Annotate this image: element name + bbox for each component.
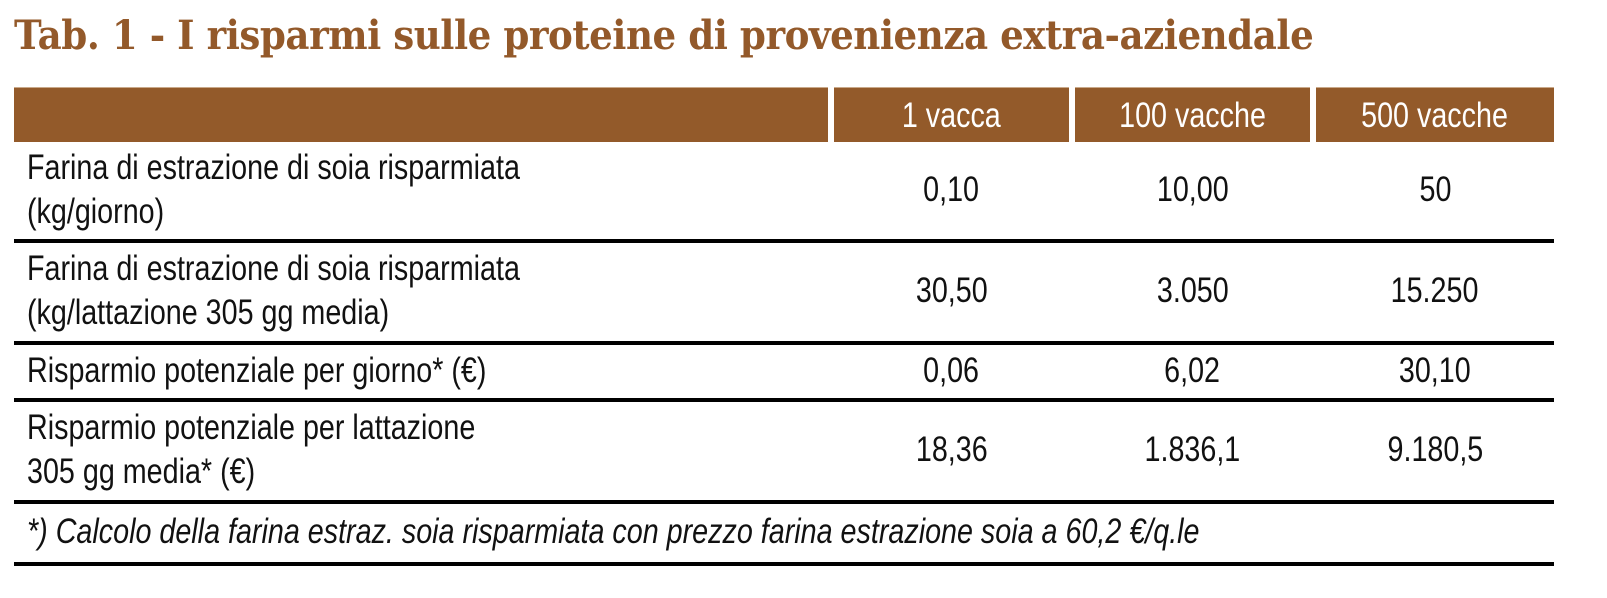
table-row: Risparmio potenziale per lattazione 305 … bbox=[14, 402, 1554, 504]
cell-500-vacche: 50 bbox=[1419, 170, 1451, 209]
cell-500-vacche: 30,10 bbox=[1399, 351, 1471, 390]
cell-100-vacche: 6,02 bbox=[1164, 351, 1221, 390]
header-cell-500-vacche: 500 vacche bbox=[1316, 87, 1554, 142]
table-row: Risparmio potenziale per giorno* (€) 0,0… bbox=[14, 345, 1554, 402]
cell-1-vacca: 30,50 bbox=[915, 271, 988, 310]
row-label: Risparmio potenziale per lattazione 305 … bbox=[27, 408, 476, 491]
table-title: Tab. 1 - I risparmi sulle proteine di pr… bbox=[14, 12, 1314, 59]
cell-100-vacche: 1.836,1 bbox=[1144, 430, 1241, 469]
header-cell-1-vacca: 1 vacca bbox=[834, 87, 1069, 142]
cell-1-vacca: 0,10 bbox=[923, 170, 980, 209]
cell-100-vacche: 3.050 bbox=[1156, 271, 1229, 310]
savings-table: 1 vacca 100 vacche 500 vacche Farina di … bbox=[14, 87, 1554, 566]
table-header-row: 1 vacca 100 vacche 500 vacche bbox=[14, 87, 1554, 142]
row-label: Risparmio potenziale per giorno* (€) bbox=[27, 351, 487, 390]
row-label: Farina di estrazione di soia risparmiata… bbox=[27, 148, 520, 231]
cell-1-vacca: 18,36 bbox=[915, 430, 988, 469]
cell-100-vacche: 10,00 bbox=[1156, 170, 1229, 209]
table-footnote: *) Calcolo della farina estraz. soia ris… bbox=[14, 504, 1554, 566]
table-row: Farina di estrazione di soia risparmiata… bbox=[14, 243, 1554, 345]
table-row: Farina di estrazione di soia risparmiata… bbox=[14, 142, 1554, 243]
header-cell-empty bbox=[14, 87, 828, 142]
cell-500-vacche: 15.250 bbox=[1391, 271, 1479, 310]
cell-500-vacche: 9.180,5 bbox=[1387, 430, 1483, 469]
cell-1-vacca: 0,06 bbox=[923, 351, 980, 390]
row-label: Farina di estrazione di soia risparmiata… bbox=[27, 249, 520, 332]
header-cell-100-vacche: 100 vacche bbox=[1075, 87, 1310, 142]
